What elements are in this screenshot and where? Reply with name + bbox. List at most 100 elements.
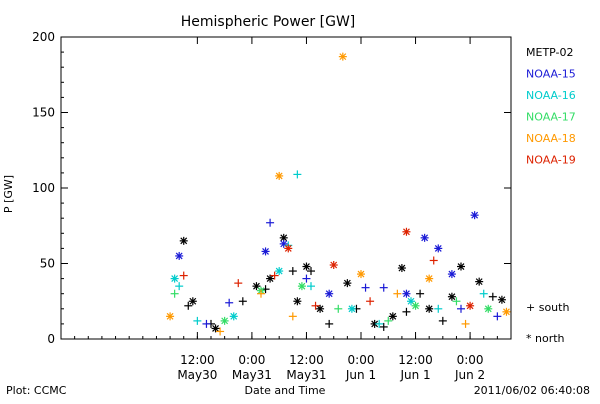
point-noaa-19-south <box>429 256 438 265</box>
point-noaa-18-north <box>502 307 511 316</box>
legend-entry-noaa-18: NOAA-18 <box>526 132 576 145</box>
point-noaa-15-north <box>325 289 334 298</box>
point-noaa-18-north <box>425 274 434 283</box>
legend-entry-noaa-15: NOAA-15 <box>526 68 576 81</box>
x-tick-label: 12:00 <box>398 353 433 367</box>
point-noaa-16-south <box>479 289 488 298</box>
point-metp-02-north <box>397 264 406 273</box>
point-metp-02-south <box>184 301 193 310</box>
point-metp-02-north <box>316 304 325 313</box>
point-noaa-17-south <box>334 304 343 313</box>
point-noaa-17-south <box>452 297 461 306</box>
y-tick-label: 50 <box>40 257 55 271</box>
point-noaa-16-south <box>193 316 202 325</box>
point-noaa-19-south <box>311 301 320 310</box>
point-noaa-18-south <box>461 319 470 328</box>
legend-south-marker: + south <box>526 301 569 314</box>
point-noaa-17-south <box>170 289 179 298</box>
legend-entry-metp-02: METP-02 <box>526 46 574 59</box>
point-noaa-17-north <box>297 282 306 291</box>
point-noaa-16-south <box>293 170 302 179</box>
x-tick-label: 12:00 <box>289 353 324 367</box>
point-noaa-16-south <box>375 319 384 328</box>
plot-timestamp: 2011/06/02 06:40:08 <box>474 384 590 397</box>
point-metp-02-south <box>307 267 315 276</box>
point-noaa-17-north <box>411 301 420 310</box>
legend-north-marker: * north <box>526 332 565 345</box>
x-tick-sublabel: Jun 1 <box>399 368 430 382</box>
point-noaa-16-south <box>434 304 443 313</box>
data-points <box>166 52 511 336</box>
point-noaa-16-south <box>307 282 315 291</box>
point-metp-02-south <box>238 297 247 306</box>
point-metp-02-north <box>266 274 275 283</box>
point-noaa-19-south <box>179 271 188 280</box>
point-noaa-16-north <box>170 274 179 283</box>
point-noaa-18-south <box>393 289 402 298</box>
y-tick-label: 150 <box>32 106 55 120</box>
axes: 05010015020012:00May300:00May3112:00May3… <box>32 30 512 382</box>
point-metp-02-south <box>416 289 425 298</box>
point-noaa-15-south <box>202 319 211 328</box>
point-noaa-18-south <box>288 312 297 321</box>
point-metp-02-south <box>488 292 497 301</box>
x-tick-sublabel: May30 <box>177 368 217 382</box>
point-noaa-15-north <box>447 270 456 279</box>
point-metp-02-south <box>379 322 388 331</box>
point-noaa-15-north <box>261 247 270 256</box>
legend: METP-02 NOAA-15 NOAA-16 NOAA-17 NOAA-18 NOAA-… <box>526 46 576 167</box>
point-metp-02-north <box>279 233 288 242</box>
y-tick-label: 100 <box>32 181 55 195</box>
point-noaa-17-north <box>484 304 493 313</box>
legend-entry-noaa-16: NOAA-16 <box>526 89 576 102</box>
point-noaa-17-south <box>384 316 393 325</box>
point-noaa-18-south <box>257 289 265 298</box>
point-metp-02-north <box>457 262 465 271</box>
point-noaa-15-north <box>420 233 429 242</box>
point-metp-02-north <box>293 297 302 306</box>
point-metp-02-north <box>447 292 456 301</box>
point-noaa-18-south <box>216 327 225 336</box>
x-tick-label: 0:00 <box>457 353 484 367</box>
point-noaa-18-north <box>166 312 175 321</box>
point-noaa-19-south <box>270 271 279 280</box>
point-noaa-16-north <box>229 312 238 321</box>
point-noaa-19-north <box>402 227 411 236</box>
point-metp-02-north <box>388 312 397 321</box>
x-tick-label: 0:00 <box>348 353 375 367</box>
point-noaa-19-north <box>329 261 338 270</box>
x-tick-sublabel: Jun 2 <box>454 368 485 382</box>
point-noaa-15-north <box>402 289 411 298</box>
point-metp-02-south <box>325 319 334 328</box>
x-axis-label: Date and Time <box>245 384 326 397</box>
point-metp-02-north <box>343 279 352 288</box>
point-noaa-15-south <box>493 312 502 321</box>
x-tick-label: 0:00 <box>238 353 265 367</box>
point-metp-02-north <box>302 262 311 271</box>
point-noaa-15-south <box>225 298 234 307</box>
x-tick-sublabel: May31 <box>232 368 272 382</box>
legend-entry-noaa-17: NOAA-17 <box>526 111 576 124</box>
point-noaa-15-north <box>470 211 479 220</box>
point-noaa-16-north <box>347 304 356 313</box>
point-noaa-16-south <box>175 282 184 291</box>
point-metp-02-north <box>497 295 506 304</box>
point-noaa-15-south <box>457 304 465 313</box>
x-tick-label: 12:00 <box>180 353 215 367</box>
point-noaa-15-south <box>361 283 370 292</box>
point-noaa-19-south <box>234 279 243 288</box>
plot-area-frame <box>60 36 512 340</box>
point-noaa-18-north <box>275 171 284 180</box>
y-tick-label: 0 <box>47 332 55 346</box>
point-noaa-19-south <box>366 297 375 306</box>
point-metp-02-north <box>179 236 188 245</box>
point-noaa-18-north <box>357 270 365 279</box>
point-metp-02-north <box>211 324 220 333</box>
y-axis-label: P [GW] <box>2 175 15 213</box>
x-tick-sublabel: Jun 1 <box>345 368 376 382</box>
point-metp-02-south <box>438 316 447 325</box>
point-noaa-19-north <box>466 301 475 310</box>
legend-entry-noaa-19: NOAA-19 <box>526 154 576 167</box>
